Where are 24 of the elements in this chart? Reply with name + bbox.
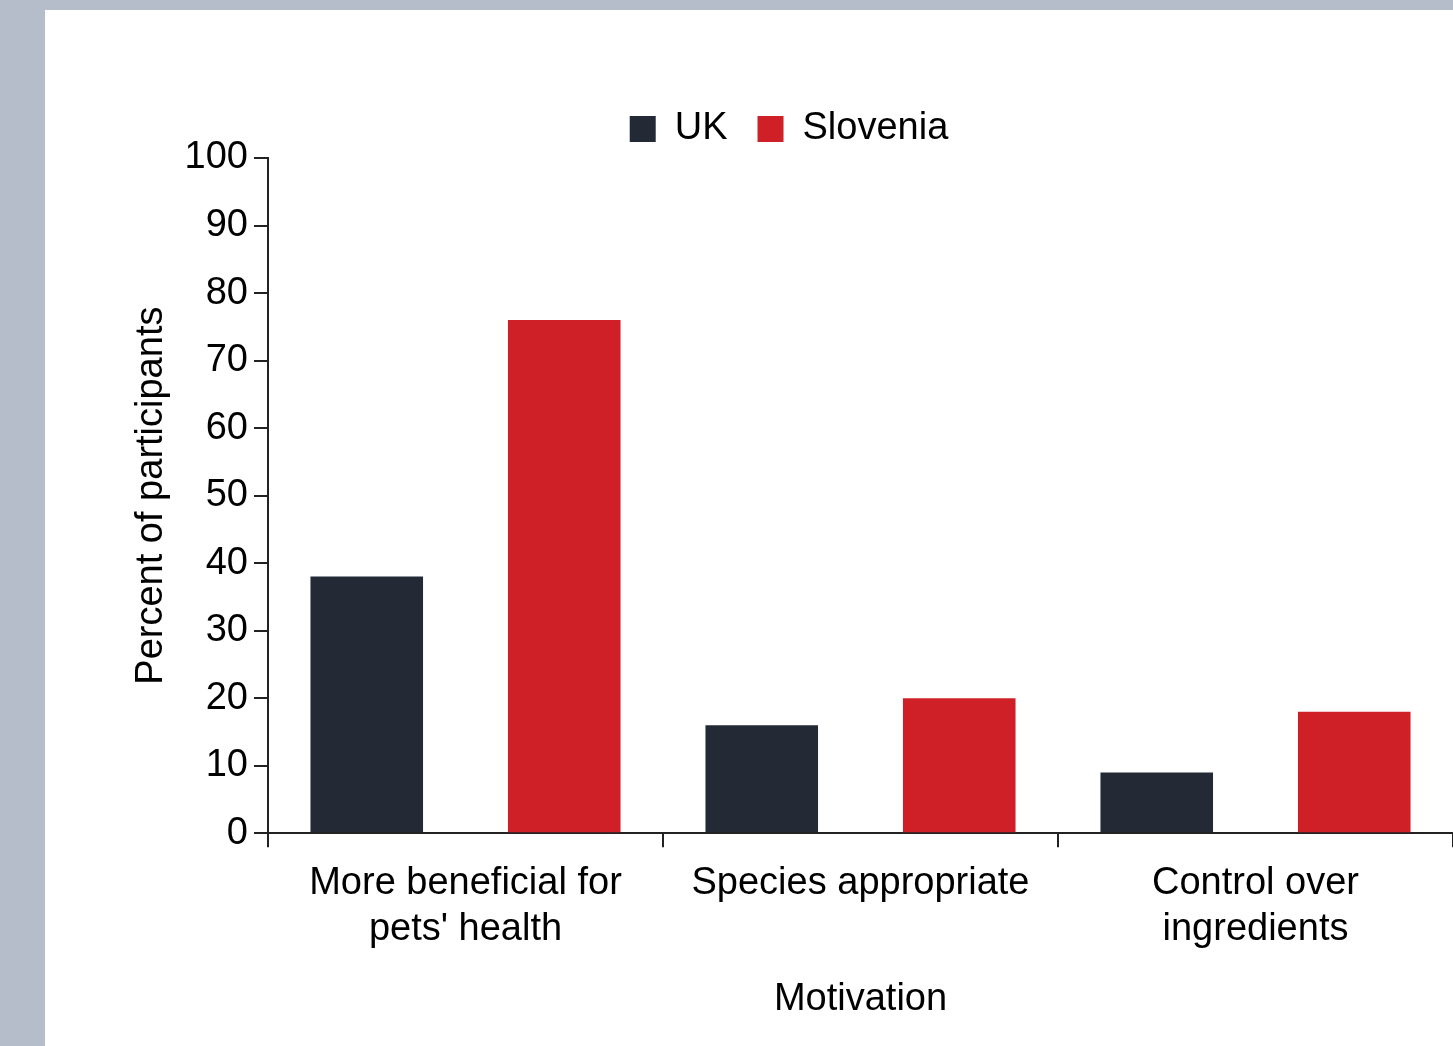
bar — [310, 576, 424, 833]
y-axis-title: Percent of participants — [128, 306, 171, 685]
legend-label: Slovenia — [802, 105, 950, 148]
bar — [1100, 772, 1214, 833]
y-tick-label: 10 — [205, 742, 248, 785]
y-tick-label: 0 — [226, 809, 248, 852]
y-tick-label: 80 — [205, 269, 248, 312]
x-tick-label: Control over ingredients — [1152, 860, 1360, 949]
y-tick-label: 100 — [184, 134, 248, 177]
legend-label: UK — [674, 105, 728, 148]
y-tick-label: 30 — [205, 607, 248, 650]
bar — [1297, 711, 1411, 833]
y-tick-label: 90 — [205, 202, 248, 244]
bar — [705, 725, 819, 833]
bar — [902, 698, 1016, 833]
y-tick-label: 50 — [205, 472, 248, 515]
bar — [507, 320, 621, 833]
y-tick-label: 40 — [205, 539, 248, 582]
x-tick-label: Species appropriate — [691, 860, 1030, 903]
y-tick-label: 70 — [205, 337, 248, 380]
x-tick-label: More beneficial for pets' health — [309, 860, 623, 949]
x-axis-title: Motivation — [773, 975, 948, 1018]
y-tick-label: 20 — [205, 674, 248, 717]
y-tick-label: 60 — [205, 404, 248, 447]
